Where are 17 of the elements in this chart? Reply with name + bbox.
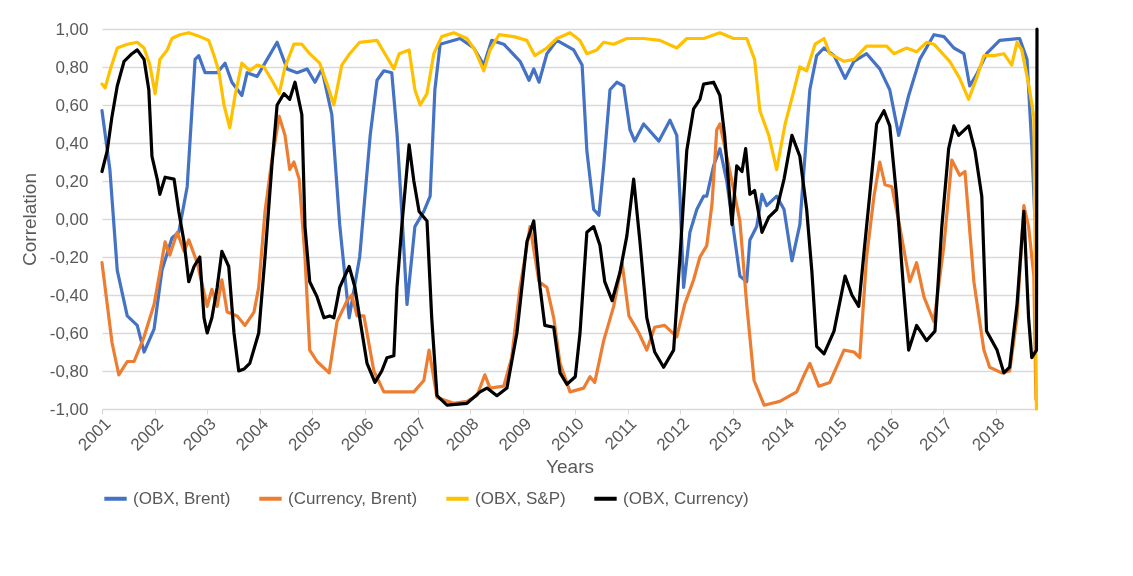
y-tick-label: 0,20 <box>55 171 89 191</box>
x-axis-title: Years <box>546 455 594 477</box>
y-tick-label: 1,00 <box>55 19 89 39</box>
y-tick-label: 0,60 <box>55 95 89 115</box>
y-tick-label: -0,20 <box>49 247 89 267</box>
y-tick-label: 0,00 <box>55 209 89 229</box>
y-tick-label: 0,40 <box>55 133 89 153</box>
legend-label: (OBX, S&P) <box>475 488 566 508</box>
y-tick-label: -1,00 <box>49 399 89 419</box>
y-tick-label: -0,60 <box>49 323 89 343</box>
legend-label: (Currency, Brent) <box>288 488 418 508</box>
legend-label: (OBX, Currency) <box>623 488 749 508</box>
y-tick-label: -0,80 <box>49 361 89 381</box>
y-tick-label: 0,80 <box>55 57 89 77</box>
y-axis-title: Correlation <box>18 173 40 266</box>
y-tick-label: -0,40 <box>49 285 89 305</box>
legend-label: (OBX, Brent) <box>133 488 231 508</box>
